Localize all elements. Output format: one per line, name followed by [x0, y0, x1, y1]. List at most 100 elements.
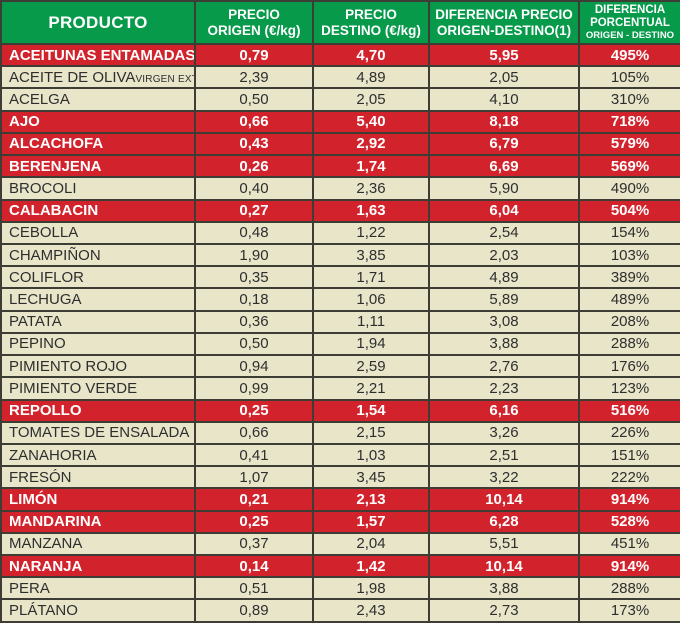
product-name: PIMIENTO ROJO — [9, 357, 128, 375]
price-origin-cell: 0,14 — [194, 554, 314, 579]
percent-difference-cell: 718% — [578, 109, 680, 134]
product-name-cell: PERA — [0, 576, 196, 601]
product-name: LIMÓN — [9, 490, 58, 508]
table-row: PERA 0,51 1,98 3,88 288% — [0, 576, 680, 601]
product-name: NARANJA — [9, 557, 83, 575]
price-destination-cell: 3,45 — [312, 465, 430, 490]
percent-difference-cell: 103% — [578, 242, 680, 268]
price-difference-cell: 2,05 — [428, 65, 580, 90]
product-name-cell: PIMIENTO ROJO — [0, 354, 196, 379]
percent-difference-cell: 490% — [578, 176, 680, 201]
price-destination-cell: 2,13 — [312, 487, 430, 512]
price-origin-cell: 0,40 — [194, 176, 314, 201]
price-difference-cell: 5,90 — [428, 176, 580, 201]
price-difference-cell: 5,95 — [428, 42, 580, 68]
table-row: ACEITUNAS ENTAMADAS 0,79 4,70 5,95 495% — [0, 42, 680, 68]
product-name: PIMIENTO VERDE — [9, 379, 138, 397]
price-difference-cell: 2,54 — [428, 220, 580, 245]
price-destination-cell: 1,74 — [312, 154, 430, 179]
percent-difference-cell: 151% — [578, 442, 680, 468]
price-difference-cell: 2,23 — [428, 376, 580, 401]
product-name-cell: LECHUGA — [0, 287, 196, 312]
product-name-cell: MANDARINA — [0, 509, 196, 534]
table-row: ZANAHORIA 0,41 1,03 2,51 151% — [0, 442, 680, 468]
price-origin-cell: 0,66 — [194, 420, 314, 445]
price-difference-cell: 10,14 — [428, 554, 580, 579]
price-difference-cell: 4,89 — [428, 265, 580, 290]
percent-difference-cell: 310% — [578, 87, 680, 112]
column-header-label: DIFERENCIA — [594, 4, 666, 16]
percent-difference-cell: 288% — [578, 576, 680, 601]
percent-difference-cell: 176% — [578, 354, 680, 379]
table-row: FRESÓN 1,07 3,45 3,22 222% — [0, 465, 680, 490]
product-name-cell: PEPINO — [0, 331, 196, 357]
percent-difference-cell: 451% — [578, 531, 680, 557]
percent-difference-cell: 489% — [578, 287, 680, 312]
price-destination-cell: 2,36 — [312, 176, 430, 201]
product-name: FRESÓN — [9, 468, 72, 486]
table-header: PRODUCTO PRECIO ORIGEN (€/kg) PRECIO DES… — [0, 0, 680, 45]
product-name: TOMATES DE ENSALADA — [9, 424, 190, 442]
product-name-cell: ACELGA — [0, 87, 196, 112]
price-difference-cell: 6,28 — [428, 509, 580, 534]
percent-difference-cell: 222% — [578, 465, 680, 490]
price-difference-cell: 2,76 — [428, 354, 580, 379]
price-origin-cell: 1,07 — [194, 465, 314, 490]
price-difference-cell: 6,04 — [428, 198, 580, 223]
price-origin-cell: 0,41 — [194, 442, 314, 468]
table-row: BERENJENA 0,26 1,74 6,69 569% — [0, 154, 680, 179]
percent-difference-cell: 528% — [578, 509, 680, 534]
table-row: ACELGA 0,50 2,05 4,10 310% — [0, 87, 680, 112]
price-origin-cell: 0,99 — [194, 376, 314, 401]
price-destination-cell: 2,05 — [312, 87, 430, 112]
percent-difference-cell: 504% — [578, 198, 680, 223]
price-destination-cell: 2,21 — [312, 376, 430, 401]
price-destination-cell: 2,43 — [312, 598, 430, 623]
product-name: PATATA — [9, 313, 62, 331]
price-origin-cell: 0,36 — [194, 309, 314, 334]
column-header-label: PRECIO — [345, 6, 397, 22]
price-destination-cell: 1,42 — [312, 554, 430, 579]
percent-difference-cell: 389% — [578, 265, 680, 290]
price-difference-cell: 8,18 — [428, 109, 580, 134]
percent-difference-cell: 914% — [578, 487, 680, 512]
table-row: ACEITE DE OLIVAVIRGEN EXTRA 2,39 4,89 2,… — [0, 65, 680, 90]
product-name: BERENJENA — [9, 157, 102, 175]
product-name-cell: ACEITE DE OLIVAVIRGEN EXTRA — [0, 65, 196, 90]
column-header-producto: PRODUCTO — [0, 0, 196, 45]
product-name: ACELGA — [9, 91, 70, 109]
column-header-precio-destino: PRECIO DESTINO (€/kg) — [312, 0, 430, 45]
price-destination-cell: 1,03 — [312, 442, 430, 468]
product-name: CALABACIN — [9, 202, 99, 220]
price-destination-cell: 3,85 — [312, 242, 430, 268]
percent-difference-cell: 495% — [578, 42, 680, 68]
percent-difference-cell: 173% — [578, 598, 680, 623]
price-destination-cell: 2,04 — [312, 531, 430, 557]
product-name: AJO — [9, 113, 40, 131]
column-header-sublabel: DESTINO (€/kg) — [321, 22, 421, 38]
price-destination-cell: 1,22 — [312, 220, 430, 245]
price-difference-cell: 4,10 — [428, 87, 580, 112]
price-origin-cell: 0,26 — [194, 154, 314, 179]
table-row: COLIFLOR 0,35 1,71 4,89 389% — [0, 265, 680, 290]
price-destination-cell: 1,71 — [312, 265, 430, 290]
price-destination-cell: 1,63 — [312, 198, 430, 223]
price-difference-cell: 6,79 — [428, 131, 580, 157]
product-name: REPOLLO — [9, 402, 82, 420]
product-name: CHAMPIÑON — [9, 246, 101, 264]
column-header-sublabel: ORIGEN-DESTINO(1) — [436, 22, 572, 38]
table-row: PLÁTANO 0,89 2,43 2,73 173% — [0, 598, 680, 623]
table-row: MANZANA 0,37 2,04 5,51 451% — [0, 531, 680, 557]
price-origin-cell: 0,37 — [194, 531, 314, 557]
price-origin-cell: 0,35 — [194, 265, 314, 290]
product-name: MANZANA — [9, 535, 83, 553]
table-row: CALABACIN 0,27 1,63 6,04 504% — [0, 198, 680, 223]
product-name-cell: ACEITUNAS ENTAMADAS — [0, 42, 196, 68]
product-name-cell: ZANAHORIA — [0, 442, 196, 468]
table-row: PATATA 0,36 1,11 3,08 208% — [0, 309, 680, 334]
price-destination-cell: 1,94 — [312, 331, 430, 357]
price-difference-cell: 3,26 — [428, 420, 580, 445]
product-name-cell: ALCACHOFA — [0, 131, 196, 157]
product-name: PEPINO — [9, 335, 66, 353]
